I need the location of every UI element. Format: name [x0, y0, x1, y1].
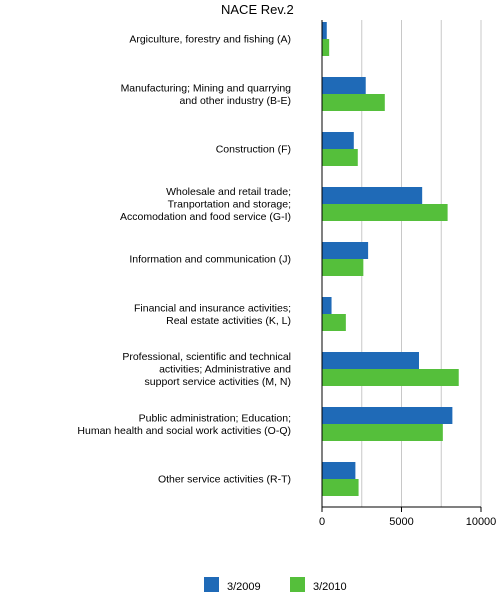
- bar-series-2: [322, 479, 359, 496]
- legend-swatch: [204, 577, 219, 592]
- bars: [322, 22, 459, 496]
- category-label: Other service activities (R-T): [158, 474, 291, 486]
- bar-series-1: [322, 77, 366, 94]
- category-label: Manufacturing; Mining and quarrying and o…: [121, 82, 292, 107]
- legend-swatch: [290, 577, 305, 592]
- x-tick-label: 0: [319, 516, 325, 528]
- category-label: Wholesale and retail trade; Tranportation…: [120, 186, 291, 223]
- category-label: Construction (F): [216, 144, 291, 156]
- bar-series-2: [322, 369, 459, 386]
- axes: 0 5000 10000: [319, 20, 496, 528]
- bar-series-1: [322, 297, 332, 314]
- legend: 3/2009 3/2010: [204, 577, 347, 593]
- category-label: Argiculture, forestry and fishing (A): [129, 34, 291, 46]
- legend-label: 3/2010: [313, 581, 347, 593]
- bar-series-2: [322, 424, 443, 441]
- chart-title: NACE Rev.2: [221, 2, 294, 17]
- category-labels: Argiculture, forestry and fishing (A) Man…: [77, 34, 291, 486]
- bar-series-1: [322, 462, 356, 479]
- bar-series-2: [322, 94, 385, 111]
- category-label: Public administration; Education; Human h…: [77, 412, 291, 437]
- category-label: Professional, scientific and technical ac…: [122, 351, 291, 388]
- bar-series-2: [322, 314, 346, 331]
- bar-series-2: [322, 149, 358, 166]
- bar-series-1: [322, 22, 327, 39]
- bar-series-2: [322, 259, 364, 276]
- bar-series-2: [322, 204, 448, 221]
- category-label: Information and communication (J): [129, 254, 291, 266]
- legend-label: 3/2009: [227, 581, 261, 593]
- category-label: Financial and insurance activities; Real …: [134, 302, 291, 327]
- bar-series-1: [322, 352, 419, 369]
- bar-series-1: [322, 187, 423, 204]
- bar-series-2: [322, 39, 330, 56]
- x-tick-label: 10000: [466, 516, 497, 528]
- bar-series-1: [322, 242, 369, 259]
- bar-series-1: [322, 132, 354, 149]
- x-tick-label: 5000: [389, 516, 413, 528]
- bar-series-1: [322, 407, 453, 424]
